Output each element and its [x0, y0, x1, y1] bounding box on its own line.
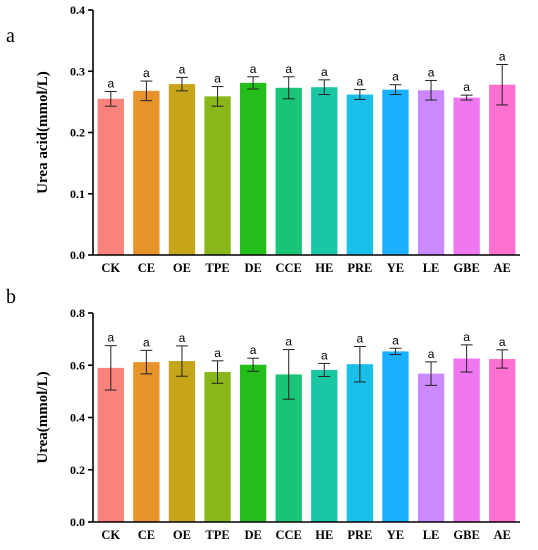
bar-ae	[489, 358, 516, 522]
bar-cce	[275, 87, 302, 255]
bar-tpe	[204, 372, 231, 522]
x-tick-label: PRE	[347, 261, 372, 275]
x-tick-label: HE	[315, 261, 333, 275]
significance-label: a	[143, 335, 150, 349]
x-tick-label: YE	[387, 528, 404, 542]
significance-label: a	[392, 70, 399, 84]
significance-label: a	[321, 65, 328, 79]
significance-label: a	[214, 346, 221, 360]
bar-le	[417, 373, 445, 522]
significance-label: a	[214, 72, 221, 86]
panel-letter: b	[6, 286, 16, 308]
bar-ck	[97, 367, 124, 522]
y-tick-label: 0.2	[70, 126, 85, 140]
significance-label: a	[357, 331, 364, 345]
x-tick-label: GBE	[453, 528, 479, 542]
significance-label: a	[250, 343, 257, 357]
x-tick-label: DE	[244, 528, 261, 542]
x-tick-label: LE	[423, 261, 440, 275]
x-tick-label: AE	[494, 528, 511, 542]
x-tick-label: CK	[101, 261, 120, 275]
bar-ce	[133, 90, 160, 255]
x-tick-label: DE	[244, 261, 261, 275]
bar-le	[417, 90, 445, 255]
x-tick-label: AE	[494, 261, 511, 275]
x-tick-label: OE	[173, 528, 191, 542]
x-tick-label: CE	[138, 261, 155, 275]
bar-he	[311, 369, 338, 522]
y-tick-label: 0.0	[70, 515, 85, 529]
bar-ce	[133, 362, 160, 522]
y-tick-label: 0.3	[70, 64, 85, 78]
bar-tpe	[204, 96, 231, 255]
significance-label: a	[285, 335, 292, 349]
y-tick-label: 0.1	[70, 187, 85, 201]
x-tick-label: YE	[387, 261, 404, 275]
bar-gbe	[453, 97, 480, 256]
bar-ae	[489, 84, 516, 255]
y-tick-label: 0.8	[70, 306, 85, 320]
x-tick-label: CCE	[276, 528, 302, 542]
significance-label: a	[392, 333, 399, 347]
x-tick-label: CCE	[276, 261, 302, 275]
significance-label: a	[499, 50, 506, 64]
panel-a: a Urea acid(mmol/L) a CK a CE a OE a TPE a DE a CCE a H…	[6, 3, 520, 275]
bar-ck	[97, 98, 124, 255]
x-tick-label: PRE	[347, 528, 372, 542]
x-tick-label: HE	[315, 528, 333, 542]
significance-label: a	[428, 65, 435, 79]
significance-label: a	[107, 331, 114, 345]
panel-b: b Urea(mmol/L) a CK a CE a OE a TPE a DE a CCE a HE a PRE…	[6, 286, 520, 542]
x-tick-label: TPE	[205, 261, 229, 275]
bar-pre	[346, 364, 374, 522]
significance-label: a	[285, 62, 292, 76]
panel-letter: a	[6, 25, 15, 47]
x-tick-label: CE	[138, 528, 155, 542]
bar-he	[311, 87, 338, 255]
y-axis-label: Urea(mmol/L)	[35, 371, 51, 463]
significance-label: a	[463, 330, 470, 344]
significance-label: a	[499, 335, 506, 349]
bar-pre	[346, 94, 374, 256]
y-tick-label: 0.0	[70, 248, 85, 262]
y-tick-label: 0.2	[70, 463, 85, 477]
x-tick-label: OE	[173, 261, 191, 275]
significance-label: a	[321, 348, 328, 362]
bar-de	[239, 364, 267, 522]
y-axis-label: Urea acid(mmol/L)	[35, 71, 51, 194]
x-tick-label: CK	[101, 528, 120, 542]
y-tick-label: 0.6	[70, 358, 85, 372]
x-tick-label: LE	[423, 528, 440, 542]
significance-label: a	[463, 80, 470, 94]
significance-label: a	[357, 75, 364, 89]
x-tick-label: GBE	[453, 261, 479, 275]
significance-label: a	[179, 331, 186, 345]
bar-oe	[168, 84, 196, 255]
bar-oe	[168, 361, 196, 522]
significance-label: a	[107, 76, 114, 90]
significance-label: a	[250, 62, 257, 76]
x-tick-label: TPE	[205, 528, 229, 542]
significance-label: a	[143, 66, 150, 80]
y-tick-label: 0.4	[70, 3, 85, 17]
bar-ye	[382, 89, 409, 255]
significance-label: a	[179, 62, 186, 76]
significance-label: a	[428, 347, 435, 361]
y-tick-label: 0.4	[70, 411, 85, 425]
bar-ye	[382, 351, 409, 522]
bar-gbe	[453, 358, 480, 522]
bar-de	[239, 82, 267, 255]
